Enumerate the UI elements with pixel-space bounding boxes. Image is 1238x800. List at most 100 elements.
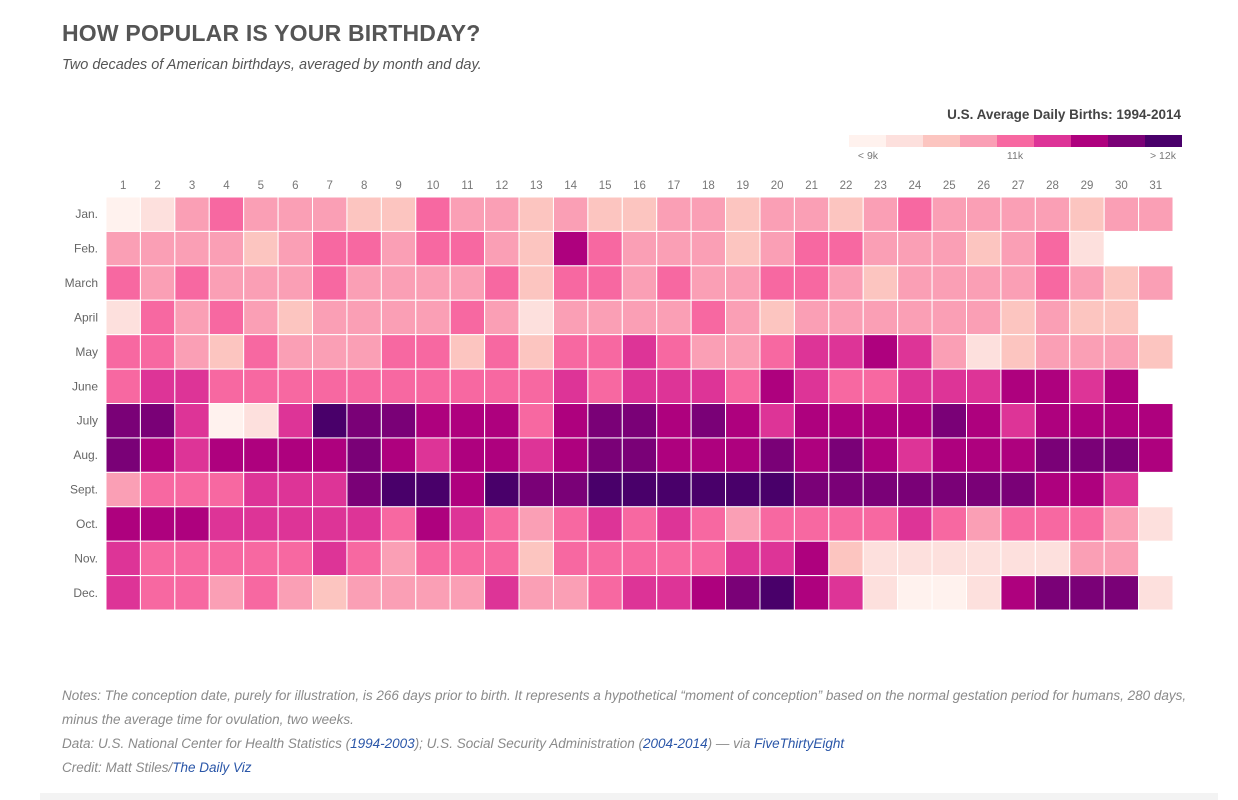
- cell-nov-1: [105, 540, 141, 577]
- cell-april-23: [862, 299, 899, 336]
- cell-jan-13: [518, 196, 554, 232]
- cell-sept-25: [931, 471, 968, 508]
- cell-oct-30: [1103, 506, 1140, 542]
- cell-sept-4: [208, 471, 245, 508]
- day-label-26: 26: [977, 180, 990, 192]
- source-link-1994-2003[interactable]: 1994-2003: [350, 736, 415, 751]
- cell-april-21: [793, 299, 830, 336]
- cell-march-13: [518, 265, 554, 301]
- cell-may-4: [208, 334, 245, 370]
- day-label-22: 22: [840, 180, 853, 192]
- cell-aug-14: [552, 437, 589, 473]
- month-label-1: Feb.: [74, 242, 98, 256]
- cell-oct-5: [243, 506, 279, 542]
- cell-june-5: [243, 368, 279, 405]
- day-label-30: 30: [1115, 180, 1128, 192]
- cell-march-11: [449, 265, 486, 301]
- cell-oct-31: [1138, 506, 1174, 542]
- day-label-27: 27: [1012, 180, 1025, 192]
- cell-aug-13: [518, 437, 554, 473]
- cell-oct-7: [312, 506, 348, 542]
- cell-dec-22: [828, 575, 864, 611]
- cell-may-30: [1103, 334, 1140, 370]
- day-label-29: 29: [1081, 180, 1094, 192]
- cell-june-1: [105, 368, 141, 405]
- cell-sept-11: [449, 471, 486, 508]
- cell-jan-9: [380, 196, 417, 232]
- cell-feb-2: [139, 230, 176, 267]
- credit-link-daily-viz[interactable]: The Daily Viz: [172, 760, 252, 775]
- cell-feb-10: [415, 230, 451, 267]
- cell-april-13: [518, 299, 554, 336]
- month-label-4: May: [75, 345, 98, 359]
- cell-may-18: [690, 334, 727, 370]
- source-link-fivethirtyeight[interactable]: FiveThirtyEight: [754, 736, 845, 751]
- cell-nov-25: [931, 540, 968, 577]
- cell-march-27: [1000, 265, 1036, 301]
- cell-oct-16: [621, 506, 658, 542]
- cell-aug-10: [415, 437, 451, 473]
- month-label-5: June: [72, 379, 98, 393]
- cell-may-2: [139, 334, 176, 370]
- cell-aug-18: [690, 437, 727, 473]
- cell-april-8: [346, 299, 382, 336]
- cell-april-17: [656, 299, 692, 336]
- cell-june-28: [1034, 368, 1071, 405]
- cell-march-30: [1103, 265, 1140, 301]
- cell-feb-7: [312, 230, 348, 267]
- cell-nov-7: [312, 540, 348, 577]
- cell-june-3: [174, 368, 210, 405]
- cell-oct-22: [828, 506, 864, 542]
- cell-july-26: [966, 403, 1002, 439]
- cell-june-15: [587, 368, 623, 405]
- cell-sept-24: [897, 471, 933, 508]
- cell-april-12: [484, 299, 520, 336]
- bottom-divider: [40, 793, 1218, 800]
- legend-label-0: < 9k: [858, 150, 879, 162]
- cell-july-30: [1103, 403, 1140, 439]
- cell-dec-28: [1034, 575, 1071, 611]
- cell-aug-25: [931, 437, 968, 473]
- cell-march-24: [897, 265, 933, 301]
- notes-text: Notes: The conception date, purely for i…: [62, 688, 1187, 727]
- cell-sept-5: [243, 471, 279, 508]
- legend-swatch-5: [1034, 135, 1071, 147]
- cell-aug-5: [243, 437, 279, 473]
- cell-july-28: [1034, 403, 1071, 439]
- cell-june-25: [931, 368, 968, 405]
- cell-aug-29: [1069, 437, 1105, 473]
- cell-july-25: [931, 403, 968, 439]
- cell-feb-12: [484, 230, 520, 267]
- cell-july-17: [656, 403, 692, 439]
- cell-dec-1: [105, 575, 141, 611]
- cell-may-22: [828, 334, 864, 370]
- cell-march-10: [415, 265, 451, 301]
- source-link-2004-2014[interactable]: 2004-2014: [643, 736, 708, 751]
- cell-june-16: [621, 368, 658, 405]
- cell-july-6: [277, 403, 314, 439]
- cell-dec-26: [966, 575, 1002, 611]
- cell-may-25: [931, 334, 968, 370]
- cell-may-16: [621, 334, 658, 370]
- cell-oct-11: [449, 506, 486, 542]
- cell-june-21: [793, 368, 830, 405]
- cell-april-6: [277, 299, 314, 336]
- cell-nov-10: [415, 540, 451, 577]
- cell-july-5: [243, 403, 279, 439]
- cell-march-2: [139, 265, 176, 301]
- cell-oct-15: [587, 506, 623, 542]
- cell-feb-23: [862, 230, 899, 267]
- data-mid2: ) — via: [707, 736, 755, 751]
- cell-aug-8: [346, 437, 382, 473]
- cell-feb-21: [793, 230, 830, 267]
- cell-jan-19: [725, 196, 761, 232]
- cell-oct-13: [518, 506, 554, 542]
- month-label-2: March: [65, 276, 98, 290]
- cell-july-23: [862, 403, 899, 439]
- cell-sept-17: [656, 471, 692, 508]
- cell-nov-3: [174, 540, 210, 577]
- cell-dec-17: [656, 575, 692, 611]
- cell-april-24: [897, 299, 933, 336]
- cell-jan-21: [793, 196, 830, 232]
- cell-aug-20: [759, 437, 795, 473]
